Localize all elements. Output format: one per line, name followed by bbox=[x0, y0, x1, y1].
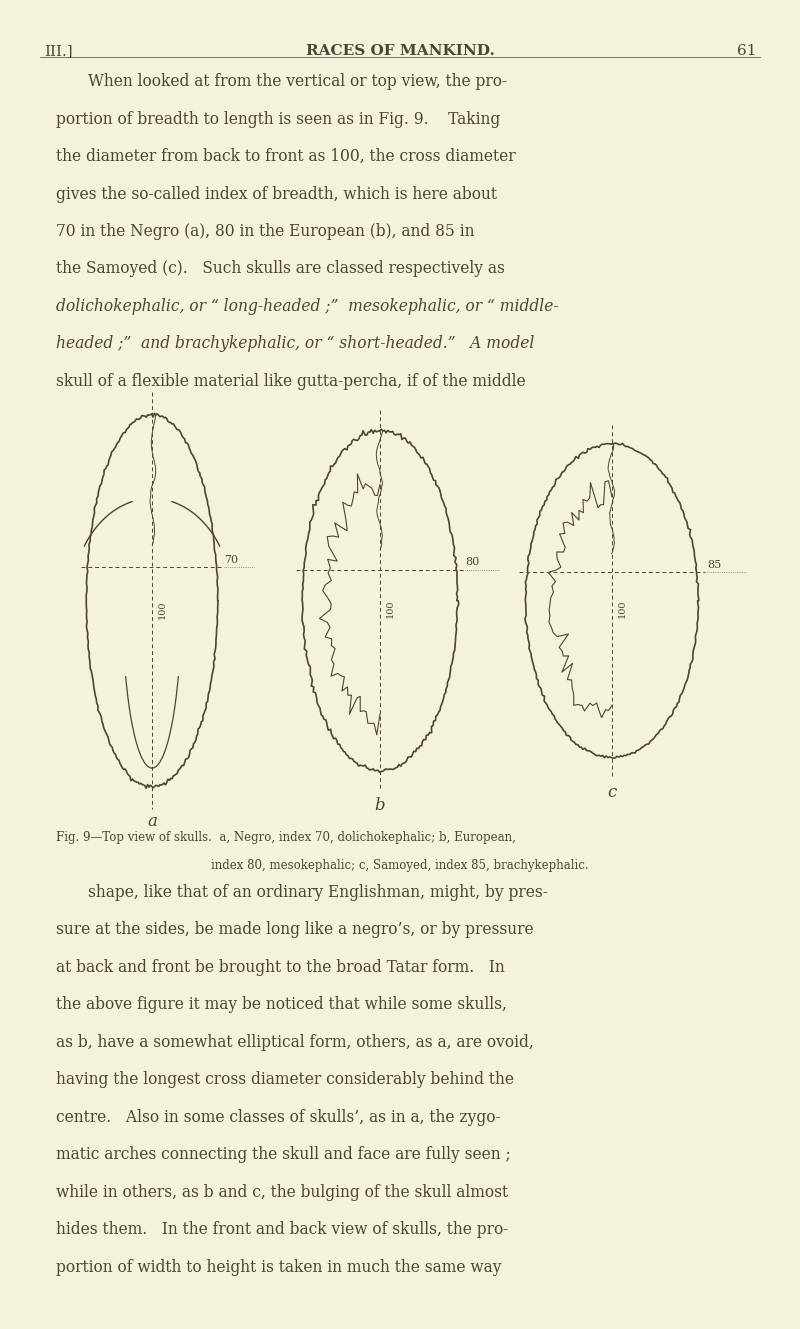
Text: 70 in the Negro (a), 80 in the European (b), and 85 in: 70 in the Negro (a), 80 in the European … bbox=[56, 223, 474, 241]
Text: 100: 100 bbox=[386, 599, 394, 618]
Text: the Samoyed (c).   Such skulls are classed respectively as: the Samoyed (c). Such skulls are classed… bbox=[56, 260, 505, 278]
Text: Fig. 9—Top view of skulls.  a, Negro, index 70, dolichokephalic; b, European,: Fig. 9—Top view of skulls. a, Negro, ind… bbox=[56, 831, 516, 844]
Text: 85: 85 bbox=[707, 560, 722, 570]
Text: matic arches connecting the skull and face are fully seen ;: matic arches connecting the skull and fa… bbox=[56, 1146, 510, 1163]
Text: having the longest cross diameter considerably behind the: having the longest cross diameter consid… bbox=[56, 1071, 514, 1088]
Text: portion of width to height is taken in much the same way: portion of width to height is taken in m… bbox=[56, 1259, 502, 1276]
Text: c: c bbox=[607, 784, 617, 801]
Text: index 80, mesokephalic; c, Samoyed, index 85, brachykephalic.: index 80, mesokephalic; c, Samoyed, inde… bbox=[211, 859, 589, 872]
Text: 100: 100 bbox=[158, 601, 166, 619]
Text: headed ;”  and brachykephalic, or “ short-headed.”   A model: headed ;” and brachykephalic, or “ short… bbox=[56, 335, 534, 352]
Text: gives the so-called index of breadth, which is here about: gives the so-called index of breadth, wh… bbox=[56, 186, 497, 202]
Text: 80: 80 bbox=[466, 557, 480, 567]
Text: a: a bbox=[147, 813, 157, 831]
Text: 70: 70 bbox=[224, 554, 238, 565]
Text: RACES OF MANKIND.: RACES OF MANKIND. bbox=[306, 44, 494, 58]
Text: hides them.   In the front and back view of skulls, the pro-: hides them. In the front and back view o… bbox=[56, 1221, 508, 1239]
Text: shape, like that of an ordinary Englishman, might, by pres-: shape, like that of an ordinary Englishm… bbox=[88, 884, 548, 901]
Text: portion of breadth to length is seen as in Fig. 9.    Taking: portion of breadth to length is seen as … bbox=[56, 110, 500, 128]
Text: sure at the sides, be made long like a negro’s, or by pressure: sure at the sides, be made long like a n… bbox=[56, 921, 534, 938]
Text: centre.   Also in some classes of skulls’, as in a, the zygo-: centre. Also in some classes of skulls’,… bbox=[56, 1108, 501, 1126]
Text: III.]: III.] bbox=[44, 44, 73, 58]
Text: skull of a flexible material like gutta-percha, if of the middle: skull of a flexible material like gutta-… bbox=[56, 373, 526, 389]
Text: the above figure it may be noticed that while some skulls,: the above figure it may be noticed that … bbox=[56, 997, 507, 1013]
Text: b: b bbox=[374, 797, 386, 815]
Text: dolichokephalic, or “ long-headed ;”  mesokephalic, or “ middle-: dolichokephalic, or “ long-headed ;” mes… bbox=[56, 298, 558, 315]
Text: the diameter from back to front as 100, the cross diameter: the diameter from back to front as 100, … bbox=[56, 148, 516, 165]
Text: as b, have a somewhat elliptical form, others, as a, are ovoid,: as b, have a somewhat elliptical form, o… bbox=[56, 1034, 534, 1051]
Text: 61: 61 bbox=[737, 44, 756, 58]
Text: while in others, as b and c, the bulging of the skull almost: while in others, as b and c, the bulging… bbox=[56, 1184, 508, 1200]
Text: at back and front be brought to the broad Tatar form.   In: at back and front be brought to the broa… bbox=[56, 958, 505, 975]
Text: When looked at from the vertical or top view, the pro-: When looked at from the vertical or top … bbox=[88, 73, 507, 90]
Text: 100: 100 bbox=[618, 599, 626, 618]
